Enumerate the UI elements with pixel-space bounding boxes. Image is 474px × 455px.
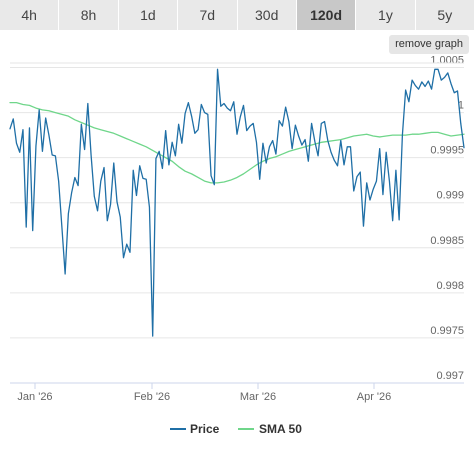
y-tick-label: 0.9995 <box>430 145 464 157</box>
x-tick-label: Feb '26 <box>134 391 170 403</box>
y-tick-label: 1 <box>458 100 464 112</box>
tab-4h[interactable]: 4h <box>0 0 60 30</box>
y-tick-label: 0.998 <box>436 280 464 292</box>
y-tick-label: 1.0005 <box>430 55 464 67</box>
sma-50-line <box>9 102 465 184</box>
price-line <box>9 68 465 337</box>
remove-graph-button[interactable]: remove graph <box>389 35 469 54</box>
x-tick-label: Jan '26 <box>17 391 52 403</box>
x-tick-label: Mar '26 <box>240 391 276 403</box>
x-tick-label: Apr '26 <box>357 391 392 403</box>
tab-8h[interactable]: 8h <box>59 0 119 30</box>
tab-5y[interactable]: 5y <box>415 0 474 30</box>
tab-7d[interactable]: 7d <box>178 0 238 30</box>
tab-1y[interactable]: 1y <box>356 0 416 30</box>
tab-30d[interactable]: 30d <box>237 0 297 30</box>
y-tick-label: 0.997 <box>436 370 464 382</box>
y-tick-label: 0.9975 <box>430 325 464 337</box>
tab-120d[interactable]: 120d <box>296 0 357 30</box>
tab-1d[interactable]: 1d <box>118 0 179 30</box>
y-tick-label: 0.9985 <box>430 235 464 247</box>
legend-price-label: Price <box>190 422 220 436</box>
y-tick-label: 0.999 <box>436 190 464 202</box>
timeframe-tabs: 4h 8h 1d 7d 30d 120d 1y 5y <box>0 0 474 30</box>
legend-sma-label: SMA 50 <box>259 422 302 436</box>
